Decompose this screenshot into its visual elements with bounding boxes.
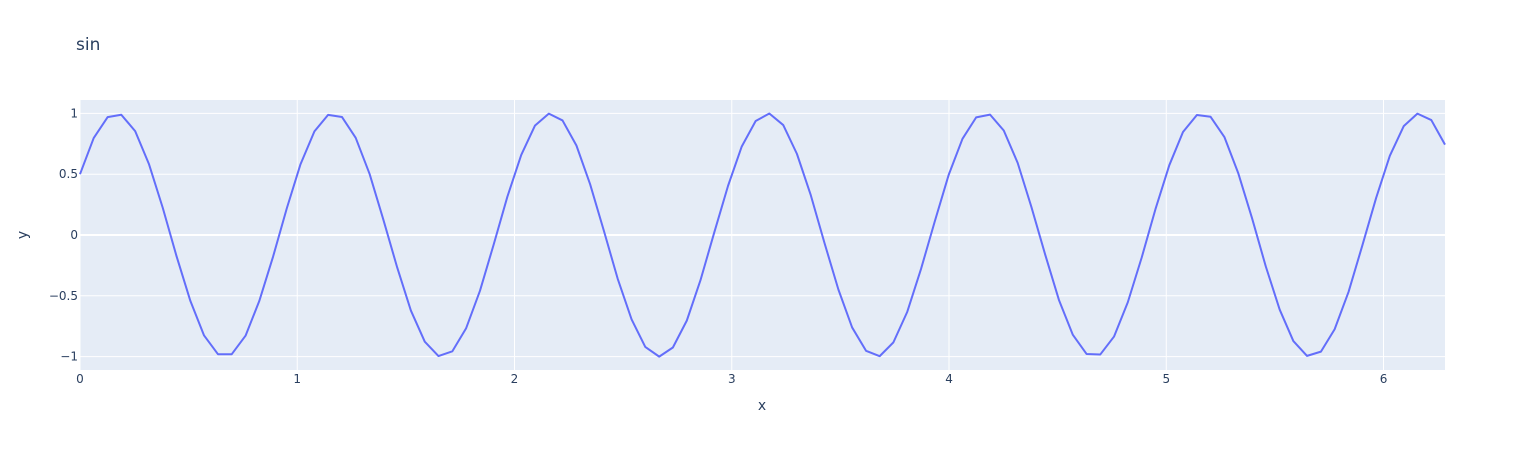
y-axis-label: y	[15, 231, 31, 239]
series-line	[79, 112, 1446, 358]
y-tick-label: 0	[70, 228, 78, 242]
x-tick-label: 6	[1380, 372, 1388, 386]
x-tick-label: 4	[945, 372, 953, 386]
y-tick-label: −1	[60, 350, 78, 364]
x-tick-label: 5	[1162, 372, 1170, 386]
x-axis-label: x	[758, 398, 766, 414]
y-tick-label: 1	[70, 106, 78, 120]
chart-title: sin	[76, 35, 100, 55]
x-tick-label: 1	[293, 372, 301, 386]
x-tick-label: 2	[511, 372, 519, 386]
y-tick-label: 0.5	[59, 167, 78, 181]
y-tick-label: −0.5	[49, 289, 78, 303]
x-tick-label: 3	[728, 372, 736, 386]
x-tick-label: 0	[76, 372, 84, 386]
